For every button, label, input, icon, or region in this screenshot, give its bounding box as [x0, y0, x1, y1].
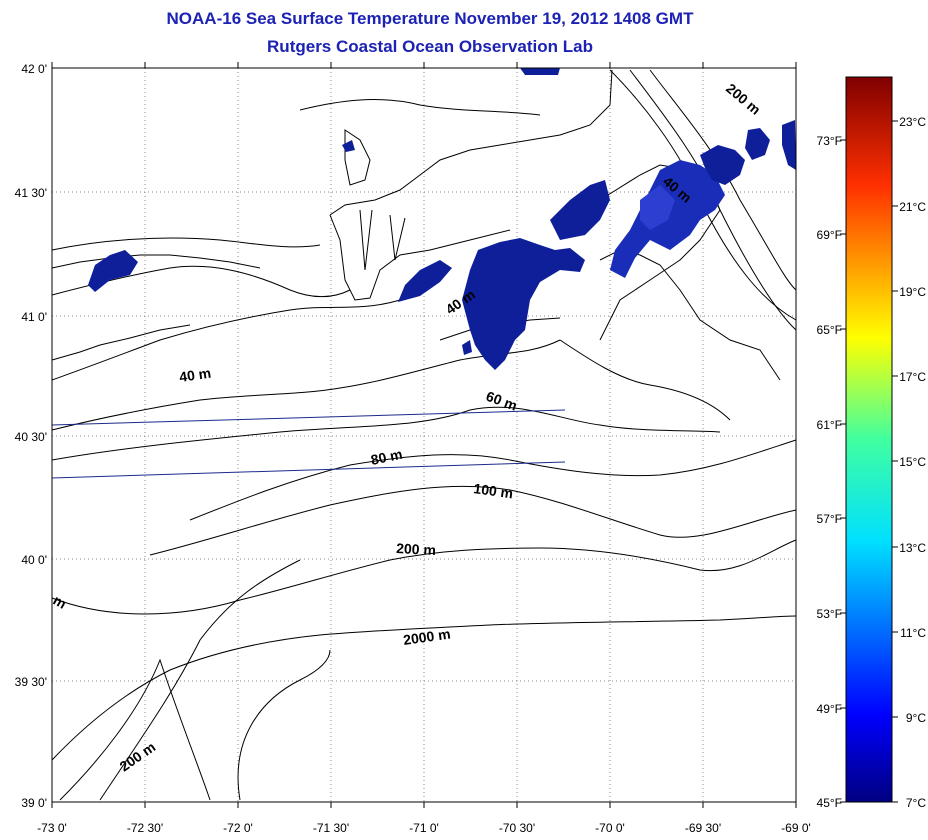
y-tick-label: 40 30'	[15, 430, 47, 444]
coastline	[51, 69, 781, 381]
colorbar-f-label: 57°F	[817, 512, 842, 526]
x-tick-label: -72 0'	[223, 821, 253, 835]
colorbar-f-label: 65°F	[817, 323, 842, 337]
x-tick-label: -71 0'	[409, 821, 439, 835]
colorbar-f-label: 61°F	[817, 418, 842, 432]
map-title: NOAA-16 Sea Surface Temperature November…	[166, 9, 694, 28]
temperature-colorbar: 73°F 69°F 65°F 61°F 57°F 53°F 49°F 45°F …	[817, 76, 926, 810]
isobath-label: 100 m	[473, 480, 515, 501]
colorbar-c-label: 15°C	[899, 455, 926, 469]
isobath-label: 80 m	[369, 446, 404, 468]
isobath-label: 200 m	[723, 80, 764, 118]
colorbar-gradient	[845, 76, 893, 803]
satellite-track-lines	[51, 409, 566, 479]
map-subtitle: Rutgers Coastal Ocean Observation Lab	[267, 37, 593, 56]
isobath-label: 40 m	[178, 365, 212, 385]
colorbar-c-label: 9°C	[906, 711, 926, 725]
colorbar-c-label: 11°C	[900, 626, 926, 640]
colorbar-c-label: 17°C	[899, 370, 926, 384]
x-tick-label: -73 0'	[37, 821, 67, 835]
tick-marks	[51, 62, 797, 808]
x-tick-label: -69 0'	[781, 821, 811, 835]
sst-observations	[88, 68, 796, 370]
isobath-label: 2000 m	[402, 626, 451, 648]
colorbar-c-label: 23°C	[899, 115, 926, 129]
colorbar-c-label: 13°C	[899, 541, 926, 555]
x-tick-label: -70 30'	[499, 821, 535, 835]
isobath-label: 60 m	[484, 388, 519, 414]
x-tick-label: -71 30'	[313, 821, 349, 835]
colorbar-c-label: 19°C	[899, 285, 926, 299]
isobath-label: 200 m	[396, 540, 436, 558]
x-tick-label: -72 30'	[127, 821, 163, 835]
y-tick-label: 41 0'	[21, 310, 47, 324]
colorbar-f-label: 45°F	[817, 796, 842, 810]
y-tick-label: 39 30'	[15, 675, 47, 689]
y-axis-labels: 42 0' 41 30' 41 0' 40 30' 40 0' 39 30' 3…	[15, 62, 47, 810]
y-tick-label: 39 0'	[21, 796, 47, 810]
x-tick-label: -69 30'	[685, 821, 721, 835]
colorbar-f-label: 49°F	[817, 702, 842, 716]
x-tick-label: -70 0'	[595, 821, 625, 835]
colorbar-c-label: 7°C	[906, 796, 926, 810]
y-tick-label: 42 0'	[21, 62, 47, 76]
isobath-label: m	[51, 592, 70, 612]
colorbar-f-label: 73°F	[817, 134, 842, 148]
colorbar-c-label: 21°C	[899, 200, 926, 214]
x-axis-labels: -73 0' -72 30' -72 0' -71 30' -71 0' -70…	[37, 821, 811, 835]
colorbar-f-label: 53°F	[817, 607, 842, 621]
y-tick-label: 41 30'	[15, 186, 47, 200]
y-tick-label: 40 0'	[21, 553, 47, 567]
colorbar-f-label: 69°F	[817, 228, 842, 242]
